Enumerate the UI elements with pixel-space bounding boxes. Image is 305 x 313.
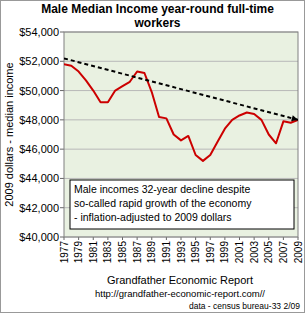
plot-marks (64, 58, 298, 161)
y-tick-label: $44,000 (19, 172, 59, 184)
y-tick-label: $50,000 (19, 85, 59, 97)
title: Male Median Income year-round full-time … (40, 2, 275, 30)
plot-background (64, 32, 298, 237)
x-tick-label: 1995 (190, 241, 201, 264)
y-tick (60, 237, 64, 238)
x-tick-label: 2009 (293, 241, 304, 264)
x-tick-label: 1985 (117, 241, 128, 264)
trend-arrowhead (291, 115, 298, 121)
x-tick-label: 1977 (59, 241, 70, 264)
y-tick-label: $52,000 (19, 55, 59, 67)
y-tick (60, 32, 64, 33)
y-tick-label: $54,000 (19, 26, 59, 38)
y-tick-label: $48,000 (19, 114, 59, 126)
x-tick-label: 1993 (176, 241, 187, 264)
income-line (64, 64, 298, 161)
y-tick (60, 178, 64, 179)
y-tick (60, 61, 64, 62)
x-tick-label: 2007 (278, 241, 289, 264)
y-tick (60, 149, 64, 150)
grid-line (64, 90, 298, 91)
y-axis-label: 2009 dollars - median income (3, 62, 15, 206)
x-tick-label: 1997 (205, 241, 216, 264)
x-tick-label: 1999 (219, 241, 230, 264)
chart-svg: $40,000 $42,000 $44,000 $46,000 $48,000 $50,0… (0, 0, 305, 313)
annotation-text: Male incomes 32-year decline despite (74, 183, 250, 195)
y-tick (60, 90, 64, 91)
plot-frame (64, 32, 298, 237)
footer-text: http://grandfather-economic-report.com// (95, 288, 265, 299)
x-tick-label: 1979 (73, 241, 84, 264)
x-tick-label: 1983 (102, 241, 113, 264)
annotation-text: so-called rapid growth of the economy (74, 197, 252, 209)
footer-text: data - census bureau-33 2/09 (189, 301, 300, 311)
trend-line (64, 58, 298, 120)
grid-line (64, 178, 298, 179)
footer-text: Grandfather Economic Report (107, 274, 253, 286)
x-tick-label: 2003 (249, 241, 260, 264)
x-tick-label: 1987 (132, 241, 143, 264)
grid-line (64, 149, 298, 150)
x-tick-label: 2001 (234, 241, 245, 264)
y-tick (60, 119, 64, 120)
outer-border (1, 1, 305, 313)
x-tick-label: 2005 (263, 241, 274, 264)
y-tick-label: $46,000 (19, 143, 59, 155)
y-tick-label: $40,000 (19, 231, 59, 243)
y-tick (60, 207, 64, 208)
grid-line (64, 119, 298, 120)
x-tick-label: 1991 (161, 241, 172, 264)
grid-line (64, 61, 298, 62)
annotation-box (70, 180, 294, 229)
x-tick-label: 1989 (146, 241, 157, 264)
y-tick-label: $42,000 (19, 202, 59, 214)
chart: Male Median Income year-round full-time … (0, 0, 305, 313)
annotation-text: - inflation-adjusted to 2009 dollars (74, 211, 232, 223)
x-tick-label: 1981 (88, 241, 99, 264)
